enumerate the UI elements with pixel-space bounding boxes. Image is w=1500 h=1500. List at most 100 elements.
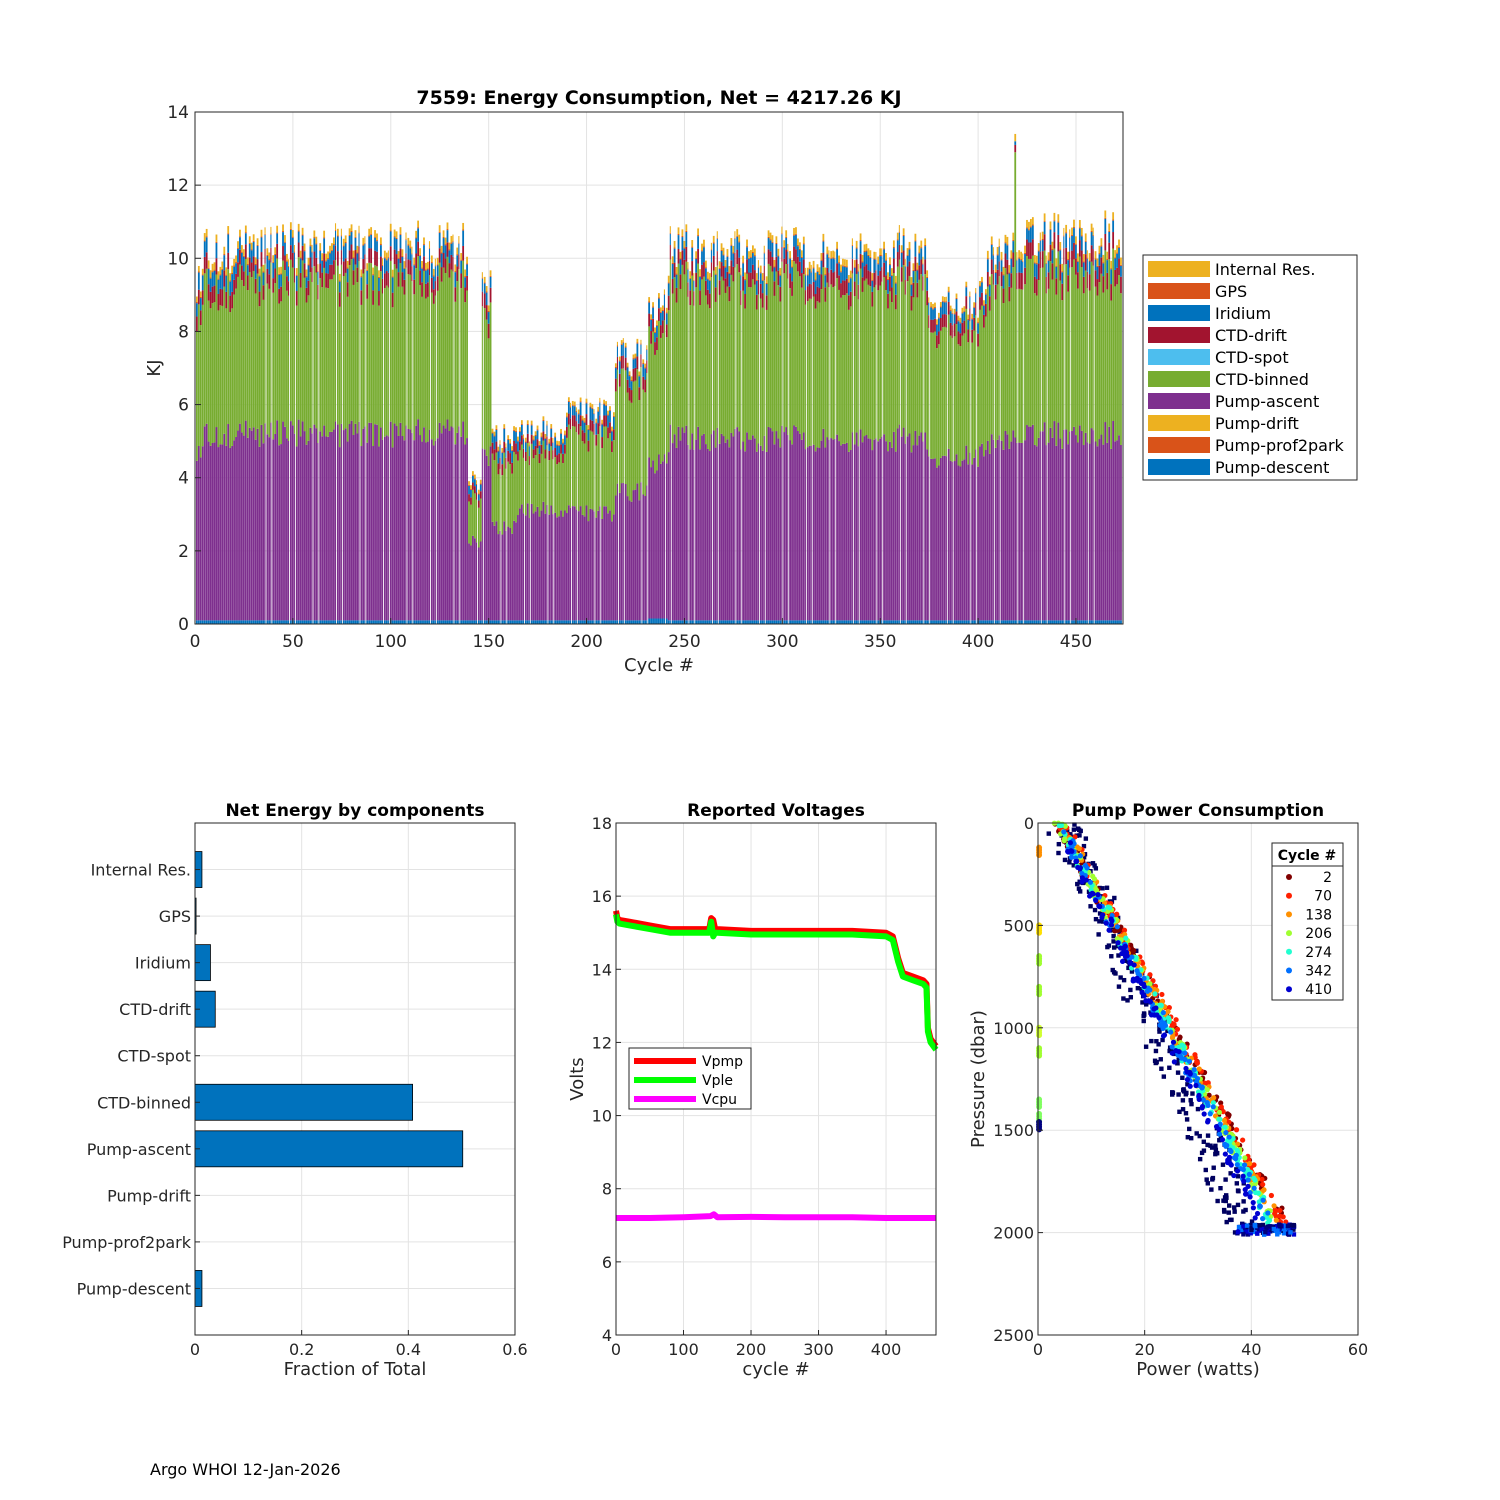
energy-bar-pump-descent — [1114, 620, 1116, 624]
energy-legend-label: Pump-drift — [1215, 414, 1299, 433]
energy-bar-iridium — [705, 268, 707, 281]
energy-bar-cycle — [205, 228, 208, 624]
energy-bar-ctd-drift — [951, 325, 953, 338]
energy-bar-gps — [912, 269, 915, 271]
energy-bar-ctd-drift — [448, 263, 451, 278]
energy-bar-ctd-binned — [943, 326, 946, 456]
energy-bar-internal-res — [869, 250, 872, 257]
energy-bar-pump-ascent — [530, 503, 533, 621]
energy-bar-internal-res — [777, 248, 780, 256]
energy-bar-gps — [622, 341, 624, 343]
energy-bar-internal-res — [501, 447, 504, 452]
energy-bar-pump-descent — [697, 620, 699, 624]
energy-bar-gps — [219, 274, 222, 276]
energy-bar-iridium — [513, 430, 515, 441]
energy-bar-pump-descent — [611, 620, 613, 624]
energy-bar-ctd-drift — [311, 267, 313, 282]
energy-bar-ctd-binned — [573, 426, 576, 507]
energy-bar-pump-descent — [485, 620, 488, 624]
energy-bar-internal-res — [556, 440, 559, 445]
energy-bar-ctd-binned — [1016, 289, 1018, 443]
energy-bar-iridium — [957, 321, 960, 332]
energy-bar-internal-res — [847, 275, 850, 282]
energy-bar-cycle — [405, 232, 407, 624]
pump-power-point — [1234, 1168, 1241, 1174]
energy-bar-ctd-drift — [456, 266, 459, 282]
energy-bar-pump-descent — [965, 620, 968, 624]
energy-bar-ctd-drift — [528, 456, 530, 466]
energy-bar-pump-ascent — [910, 452, 913, 621]
energy-bar-cycle — [1073, 219, 1075, 624]
energy-bar-pump-ascent — [800, 439, 803, 621]
energy-bar-cycle — [1037, 243, 1040, 624]
energy-bar-ctd-binned — [849, 306, 852, 451]
energy-legend-swatch — [1148, 415, 1210, 431]
energy-bar-iridium — [1033, 263, 1036, 277]
energy-bar-ctd-binned — [781, 261, 783, 426]
energy-bar-pump-ascent — [587, 521, 590, 621]
pump-power-point — [1159, 991, 1165, 998]
energy-bar-gps — [736, 235, 739, 237]
energy-bar-gps — [428, 247, 431, 249]
energy-bar-ctd-binned — [744, 308, 746, 452]
energy-bar-ctd-drift — [464, 287, 466, 303]
energy-bar-iridium — [293, 252, 295, 268]
energy-bar-pump-ascent — [1104, 422, 1107, 621]
energy-bar-pump-ascent — [413, 440, 416, 621]
energy-bar-ctd-binned — [765, 309, 768, 452]
energy-bar-gps — [795, 233, 797, 235]
energy-bar-pump-descent — [693, 620, 695, 624]
energy-bar-ctd-binned — [546, 445, 548, 505]
energy-bar-pump-descent — [963, 620, 966, 624]
energy-bar-pump-descent — [1080, 620, 1083, 624]
energy-bar-ctd-binned — [244, 258, 247, 421]
energy-bar-ctd-binned — [669, 259, 671, 425]
energy-bar-iridium — [352, 258, 355, 271]
energy-bar-iridium — [920, 248, 923, 260]
energy-bar-pump-ascent — [926, 449, 929, 621]
energy-bar-gps — [387, 257, 389, 259]
energy-bar-internal-res — [609, 406, 611, 410]
energy-bar-internal-res — [1098, 245, 1101, 254]
energy-bar-gps — [804, 274, 806, 276]
energy-bar-gps — [1051, 249, 1054, 251]
energy-bar-internal-res — [701, 243, 703, 251]
energy-bar-iridium — [959, 323, 962, 334]
energy-bar-iridium — [334, 230, 337, 246]
energy-bar-pump-descent — [344, 620, 347, 624]
energy-bar-ctd-binned — [720, 276, 723, 434]
energy-bar-ctd-drift — [481, 291, 483, 307]
energy-bar-cycle — [1055, 258, 1058, 624]
energy-bar-pump-ascent — [922, 441, 924, 621]
energy-bar-pump-ascent — [452, 427, 454, 621]
energy-bar-pump-ascent — [904, 443, 906, 621]
energy-bar-ctd-drift — [607, 427, 609, 439]
energy-bar-pump-descent — [591, 620, 594, 624]
energy-bar-ctd-binned — [806, 301, 809, 448]
energy-bar-internal-res — [920, 240, 923, 248]
energy-bar-ctd-binned — [323, 267, 326, 426]
energy-bar-gps — [258, 275, 261, 277]
energy-bar-pump-ascent — [550, 505, 553, 621]
energy-bar-pump-ascent — [319, 431, 322, 621]
energy-bar-pump-descent — [1102, 620, 1105, 624]
energy-bar-ctd-drift — [258, 291, 261, 307]
energy-bar-pump-descent — [364, 620, 366, 624]
energy-bar-pump-descent — [554, 620, 557, 624]
energy-bar-iridium — [1075, 244, 1077, 259]
energy-bar-cycle — [1088, 253, 1091, 624]
energy-bar-gps — [992, 254, 994, 256]
pump-power-point — [1125, 998, 1130, 1003]
energy-bar-cycle — [679, 251, 682, 624]
energy-bar-ctd-binned — [795, 263, 797, 427]
energy-bar-ctd-drift — [1090, 245, 1093, 262]
energy-bar-pump-ascent — [544, 513, 547, 621]
energy-bar-ctd-binned — [227, 269, 230, 425]
energy-bar-cycle — [936, 319, 938, 624]
energy-bar-ctd-drift — [475, 492, 478, 500]
energy-bar-pump-descent — [503, 620, 506, 624]
energy-bar-pump-ascent — [1057, 422, 1060, 621]
energy-bar-gps — [879, 254, 882, 257]
pump-power-point — [1221, 1207, 1227, 1213]
energy-bar-cycle — [761, 273, 764, 624]
